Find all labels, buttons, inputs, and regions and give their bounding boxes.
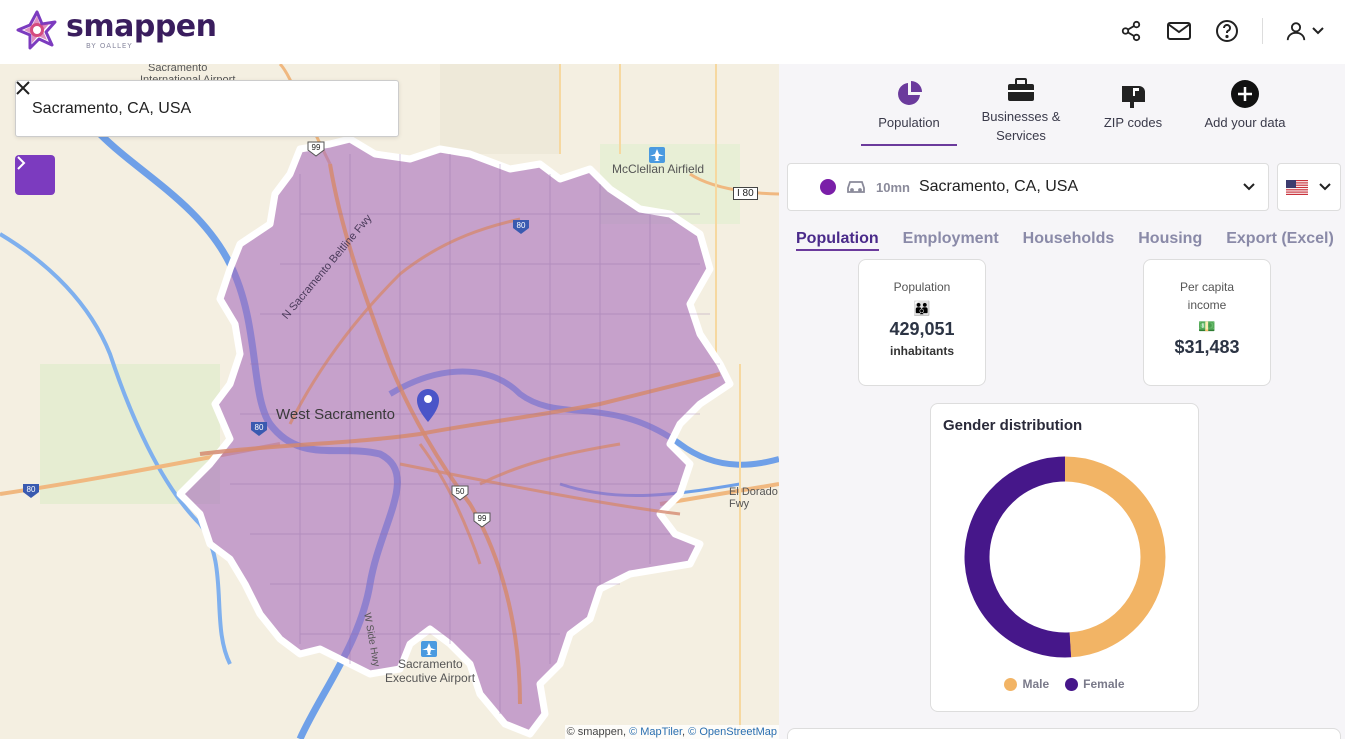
app-header: smappen BY OALLEY xyxy=(0,0,1345,64)
map-label-exec-airport1: Sacramento xyxy=(398,657,463,671)
tab-population-label: Population xyxy=(878,115,940,130)
panel-top-tabs: Population Businesses & Services ZIP cod… xyxy=(861,72,1293,146)
map-label-west-sacramento: West Sacramento xyxy=(276,406,395,423)
pie-chart-icon xyxy=(898,81,922,105)
map-label-i80: I 80 xyxy=(733,187,758,200)
map-attribution: © smappen, © MapTiler, © OpenStreetMap xyxy=(564,725,779,739)
legend-male-label: Male xyxy=(1022,677,1050,691)
donut-male-arc xyxy=(964,456,1166,658)
expand-sidebar-button[interactable] xyxy=(15,155,55,195)
help-icon[interactable] xyxy=(1214,18,1240,44)
stats-sub-tabs: Population Employment Households Housing… xyxy=(796,230,1334,251)
chevron-down-icon xyxy=(1243,183,1255,191)
gender-distribution-card: Gender distribution Male Female xyxy=(930,403,1199,712)
subtab-employment[interactable]: Employment xyxy=(902,230,999,247)
chevron-down-icon xyxy=(1312,27,1324,35)
gender-chart-title: Gender distribution xyxy=(943,417,1083,434)
family-icon: 👪 xyxy=(913,300,931,316)
money-icon: 💵 xyxy=(1198,318,1216,334)
isochrone-area xyxy=(176,135,734,738)
svg-text:80: 80 xyxy=(255,423,264,432)
subtab-households[interactable]: Households xyxy=(1022,230,1115,247)
gender-legend: Male Female xyxy=(931,677,1198,691)
travel-time-label: 10mn xyxy=(876,179,910,195)
attribution-separator: , xyxy=(682,726,686,738)
close-icon[interactable] xyxy=(16,81,30,95)
gender-donut-chart xyxy=(964,456,1166,658)
map-label-el-dorado: El Dorado Fwy xyxy=(729,486,778,510)
briefcase-icon xyxy=(1008,78,1034,101)
svg-text:50: 50 xyxy=(456,487,465,496)
tab-population[interactable]: Population xyxy=(861,72,957,146)
location-search-box[interactable]: Sacramento, CA, USA xyxy=(15,80,399,137)
logo[interactable]: smappen BY OALLEY xyxy=(16,8,217,50)
tab-zip-codes[interactable]: ZIP codes xyxy=(1085,72,1181,146)
svg-text:99: 99 xyxy=(312,143,321,152)
income-value: $31,483 xyxy=(1174,337,1240,357)
logo-subtitle: BY OALLEY xyxy=(86,42,133,50)
attribution-smappen: © smappen, xyxy=(566,726,627,738)
legend-male[interactable]: Male xyxy=(1004,677,1049,691)
map-label-mcclellan: McClellan Airfield xyxy=(612,162,705,176)
tab-add-data-label: Add your data xyxy=(1204,115,1286,130)
logo-text: smappen xyxy=(66,8,217,44)
country-selector[interactable] xyxy=(1277,163,1341,211)
header-separator xyxy=(1262,18,1263,44)
legend-female-dot xyxy=(1065,677,1079,691)
subtab-export-excel[interactable]: Export (Excel) xyxy=(1226,230,1334,247)
next-stat-card xyxy=(787,728,1341,739)
area-color-dot xyxy=(820,179,836,195)
map-view[interactable]: 99 80 80 50 99 80 Sacramento Internation… xyxy=(0,64,779,739)
svg-text:80: 80 xyxy=(517,221,526,230)
map-canvas: 99 80 80 50 99 80 xyxy=(0,64,779,739)
area-selector[interactable]: 10mn Sacramento, CA, USA xyxy=(787,163,1269,211)
population-card: Population 👪 429,051 inhabitants xyxy=(858,259,986,386)
chevron-down-icon xyxy=(1319,183,1331,191)
tab-zip-codes-label: ZIP codes xyxy=(1103,115,1163,130)
income-card: Per capita income 💵 $31,483 xyxy=(1143,259,1271,386)
income-label-line1: Per capita xyxy=(1179,280,1235,294)
location-pin xyxy=(417,389,439,422)
smappen-logo-icon xyxy=(16,10,57,50)
tab-add-data[interactable]: Add your data xyxy=(1197,72,1293,146)
map-label-exec-airport2: Executive Airport xyxy=(385,671,476,685)
mailbox-icon xyxy=(1122,86,1145,108)
population-value: 429,051 xyxy=(889,319,955,339)
subtab-housing[interactable]: Housing xyxy=(1138,230,1203,247)
user-icon xyxy=(1286,22,1306,41)
tab-businesses[interactable]: Businesses & Services xyxy=(973,72,1069,146)
attribution-osm-link[interactable]: © OpenStreetMap xyxy=(688,726,777,738)
user-menu[interactable] xyxy=(1285,20,1325,42)
stats-panel: Population Businesses & Services ZIP cod… xyxy=(779,64,1345,739)
tab-businesses-label: Businesses & Services xyxy=(981,109,1061,143)
map-label-airport-top: Sacramento xyxy=(148,64,208,74)
legend-female-label: Female xyxy=(1083,677,1125,691)
us-flag-icon xyxy=(1286,179,1308,195)
income-label: Per capita income xyxy=(1180,278,1234,314)
income-label-line2: income xyxy=(1187,298,1227,312)
chevron-right-icon xyxy=(17,156,26,170)
car-icon xyxy=(847,181,865,193)
area-place-label: Sacramento, CA, USA xyxy=(918,178,1079,195)
subtab-population[interactable]: Population xyxy=(796,230,879,251)
svg-text:99: 99 xyxy=(478,514,487,523)
add-circle-icon xyxy=(1231,80,1259,108)
population-unit: inhabitants xyxy=(889,344,954,358)
location-search-value[interactable]: Sacramento, CA, USA xyxy=(32,99,192,117)
mail-icon[interactable] xyxy=(1166,18,1192,44)
attribution-maptiler-link[interactable]: © MapTiler xyxy=(629,726,683,738)
population-label: Population xyxy=(893,280,951,294)
svg-text:80: 80 xyxy=(27,485,36,494)
legend-female[interactable]: Female xyxy=(1065,677,1125,691)
legend-male-dot xyxy=(1004,677,1018,691)
share-icon[interactable] xyxy=(1118,18,1144,44)
